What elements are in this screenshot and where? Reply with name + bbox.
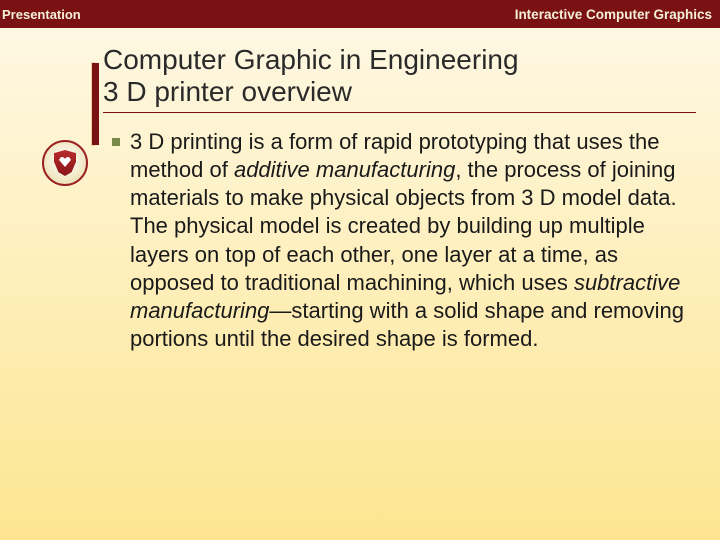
header-left-label: Presentation	[2, 7, 81, 22]
body-italic-1: additive manufacturing	[234, 157, 455, 182]
header-bar: Presentation Interactive Computer Graphi…	[0, 0, 720, 28]
accent-vertical-bar	[92, 63, 99, 145]
title-line-1: Computer Graphic in Engineering	[103, 44, 696, 76]
shield-icon	[54, 150, 76, 176]
heart-icon	[59, 156, 71, 167]
logo-seal	[42, 140, 88, 186]
bullet-square	[112, 138, 120, 146]
header-right-label: Interactive Computer Graphics	[515, 7, 712, 22]
body-paragraph: 3 D printing is a form of rapid prototyp…	[130, 128, 696, 353]
title-line-2: 3 D printer overview	[103, 76, 696, 108]
slide-title: Computer Graphic in Engineering 3 D prin…	[103, 44, 696, 113]
